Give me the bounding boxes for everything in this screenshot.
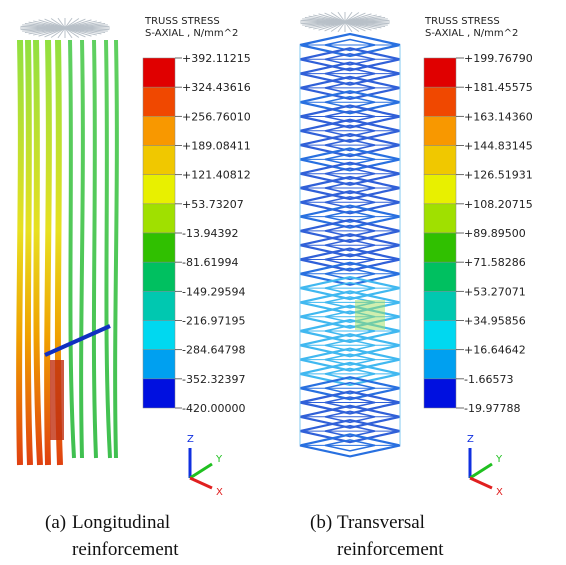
legend-value: -216.97195 [182, 315, 245, 328]
axis-x [190, 478, 212, 488]
color-band [424, 175, 456, 204]
legend-value: +53.27071 [464, 285, 526, 298]
caption-line1: Longitudinal [72, 512, 170, 533]
color-band [143, 291, 175, 320]
caption-label: (b) [310, 512, 332, 533]
color-band [143, 87, 175, 116]
color-band [143, 204, 175, 233]
legend-value: +34.95856 [464, 315, 526, 328]
legend-value: -81.61994 [182, 256, 238, 269]
color-band [143, 58, 175, 87]
legend-value: -149.29594 [182, 285, 245, 298]
color-band [143, 350, 175, 379]
color-band [424, 87, 456, 116]
legend-value: +16.64642 [464, 344, 526, 357]
transversal-model [300, 12, 400, 456]
color-band [143, 379, 175, 408]
legend-subtitle: S-AXIAL , N/mm^2 [145, 28, 238, 39]
caption-line2: reinforcement [72, 539, 179, 560]
color-band [424, 291, 456, 320]
color-band [424, 350, 456, 379]
legend-value: +199.76790 [464, 52, 533, 65]
legend-value: -284.64798 [182, 344, 245, 357]
legend-value: +89.89500 [464, 227, 526, 240]
caption-label: (a) [45, 512, 66, 533]
legend: TRUSS STRESSS-AXIAL , N/mm^2 +392.11215 +3… [45, 16, 251, 560]
legend-value: +256.76010 [182, 110, 251, 123]
legend-value: +189.08411 [182, 140, 251, 153]
legend-title: TRUSS STRESS [144, 16, 220, 27]
axis-label-z: Z [467, 434, 474, 445]
axis-label-y: Y [495, 454, 503, 465]
legend-value: +71.58286 [464, 256, 526, 269]
legend-value: +108.20715 [464, 198, 533, 211]
legend-value: +53.73207 [182, 198, 244, 211]
color-band [143, 116, 175, 145]
legend-value: +392.11215 [182, 52, 251, 65]
color-band [143, 321, 175, 350]
legend-value: -352.32397 [182, 373, 245, 386]
legend-value: -19.97788 [464, 402, 520, 415]
rod [47, 40, 49, 465]
color-band [143, 233, 175, 262]
legend-title: TRUSS STRESS [424, 16, 500, 27]
axis-x [470, 478, 492, 488]
color-band [424, 233, 456, 262]
axis-label-x: X [496, 487, 503, 498]
legend-value: +181.45575 [464, 81, 533, 94]
color-band [424, 146, 456, 175]
color-band [424, 204, 456, 233]
color-band [424, 321, 456, 350]
legend-value: +126.51931 [464, 169, 533, 182]
color-band [424, 116, 456, 145]
legend-value: -1.66573 [464, 373, 513, 386]
color-band [143, 146, 175, 175]
hot-spot [355, 300, 385, 330]
blue-band [45, 326, 110, 355]
axis-label-y: Y [215, 454, 223, 465]
color-band [424, 262, 456, 291]
longitudinal-model [19, 18, 117, 465]
color-band [424, 58, 456, 87]
rod [94, 40, 96, 458]
rod [81, 40, 83, 458]
color-band [143, 175, 175, 204]
legend-value: +163.14360 [464, 110, 533, 123]
legend-subtitle: S-AXIAL , N/mm^2 [425, 28, 518, 39]
legend-value: +121.40812 [182, 169, 251, 182]
figure: TRUSS STRESSS-AXIAL , N/mm^2+392.11215+3… [0, 0, 566, 565]
rod [106, 40, 110, 458]
axis-label-x: X [216, 487, 223, 498]
axis-y [470, 464, 492, 478]
legend-value: -420.00000 [182, 402, 245, 415]
hot-zone [50, 360, 64, 440]
rod [70, 40, 74, 458]
rod [115, 40, 117, 458]
rod [19, 40, 21, 465]
rod [28, 40, 30, 465]
color-band [424, 379, 456, 408]
legend-value: -13.94392 [182, 227, 238, 240]
rod [36, 40, 40, 465]
caption-line1: Transversal [337, 512, 425, 533]
color-band [143, 262, 175, 291]
axis-label-z: Z [187, 434, 194, 445]
legend-value: +144.83145 [464, 140, 533, 153]
legend-value: +324.43616 [182, 81, 251, 94]
axis-y [190, 464, 212, 478]
caption-line2: reinforcement [337, 539, 444, 560]
